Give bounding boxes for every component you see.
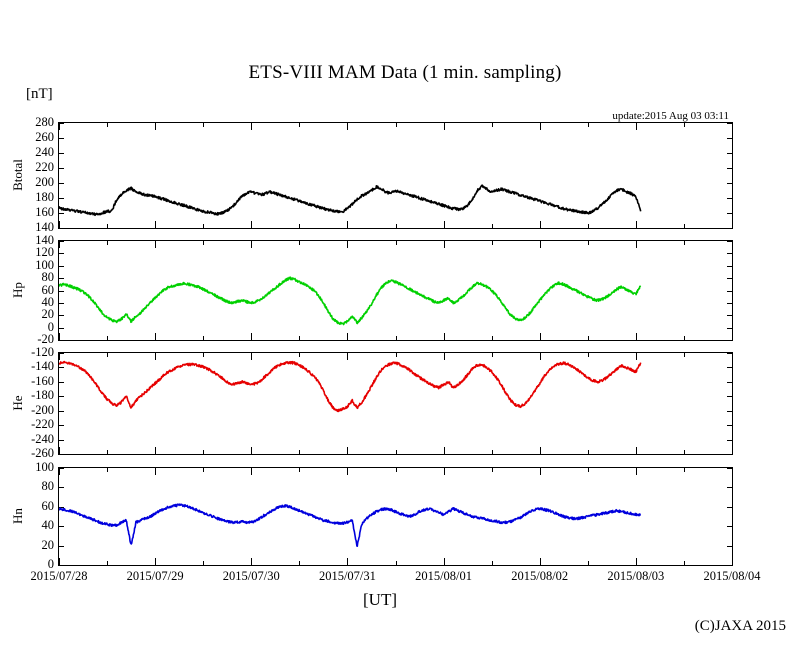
y-tick-label: 60 [41, 282, 55, 297]
x-tick-label: 2015/07/30 [222, 569, 280, 583]
y-tick-label: 180 [35, 190, 54, 204]
y-tick-label: -20 [37, 332, 54, 346]
y-tick-label: 120 [35, 245, 54, 260]
page-title: ETS-VIII MAM Data (1 min. sampling) [248, 62, 562, 83]
plot-panel-hn [58, 467, 733, 566]
y-tick-label: 260 [35, 130, 54, 144]
y-tick-label: 0 [47, 319, 54, 334]
y-tick-label: -200 [31, 402, 54, 417]
y-tick-label: -160 [31, 373, 54, 388]
trace-btotal [59, 123, 732, 228]
y-tick-label: -120 [31, 345, 54, 359]
y-axis-label-btotal: Btotal [10, 158, 25, 191]
y-tick-label: -240 [31, 431, 54, 446]
plot-panel-hp [58, 240, 733, 341]
copyright-credit: (C)JAXA 2015 [694, 618, 786, 634]
y-tick-label: 280 [35, 115, 54, 129]
y-tick-label: -260 [31, 446, 54, 460]
y-tick-label: 80 [41, 479, 55, 494]
x-tick-label: 2015/08/02 [511, 569, 569, 583]
y-tick-label: -140 [31, 359, 54, 374]
y-tick-label: 140 [35, 233, 54, 247]
x-axis-label: [UT] [363, 590, 397, 609]
trace-hp [59, 241, 732, 340]
y-tick-label: 200 [35, 175, 54, 189]
y-axis-label-he: He [10, 394, 25, 411]
y-tick-label: 100 [35, 257, 54, 272]
trace-he [59, 353, 732, 454]
y-tick-label: 160 [35, 205, 54, 219]
y-axis-label-hn: Hn [10, 507, 25, 524]
x-tick-label: 2015/07/28 [30, 569, 88, 583]
plot-panel-btotal [58, 122, 733, 229]
y-tick-label: 40 [41, 294, 55, 309]
x-tick-label: 2015/07/29 [126, 569, 184, 583]
y-tick-label: 80 [41, 270, 55, 285]
y-tick-label: 240 [35, 145, 54, 159]
y-tick-label: -180 [31, 388, 54, 403]
x-tick-label: 2015/07/31 [318, 569, 376, 583]
y-tick-label: -220 [31, 417, 54, 432]
x-tick-label: 2015/08/01 [415, 569, 473, 583]
y-tick-label: 0 [47, 557, 54, 571]
y-axis-label-hp: Hp [10, 281, 25, 298]
y-tick-label: 220 [35, 160, 54, 174]
update-timestamp: update:2015 Aug 03 03:11 [612, 110, 729, 122]
y-tick-label: 40 [41, 518, 55, 533]
y-tick-label: 100 [35, 460, 54, 474]
x-tick-label: 2015/08/03 [607, 569, 665, 583]
y-tick-label: 20 [41, 537, 55, 552]
trace-hn [59, 468, 732, 565]
y-tick-label: 140 [35, 220, 54, 234]
units-label: [nT] [26, 86, 53, 102]
y-tick-label: 20 [41, 307, 55, 322]
x-tick-label: 2015/08/04 [703, 569, 761, 583]
plot-panel-he [58, 352, 733, 455]
y-tick-label: 60 [41, 498, 55, 513]
